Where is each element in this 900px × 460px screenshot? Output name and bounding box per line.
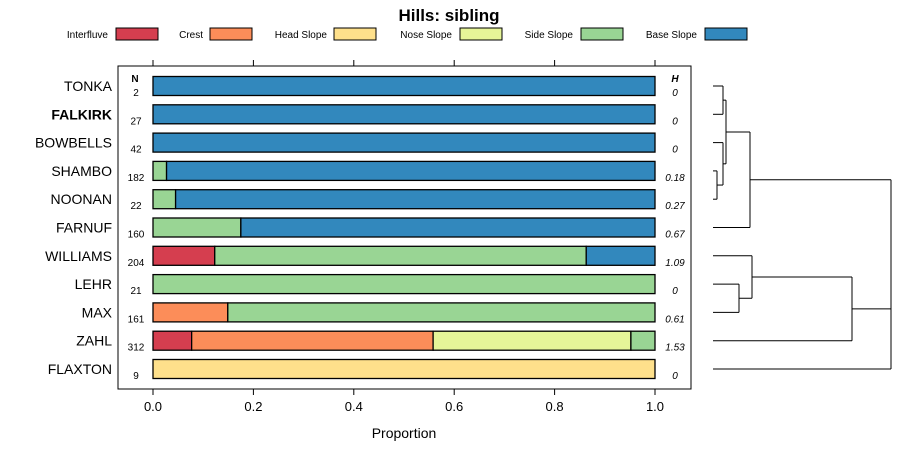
bar-segment-max-side-slope	[227, 302, 656, 323]
n-value-zahl: 312	[128, 343, 145, 354]
legend: Interfluve Crest Head Slope Nose Slope Side …	[67, 27, 748, 41]
x-tick-label-0: 0.0	[144, 399, 162, 414]
h-value-williams: 1.09	[665, 258, 685, 269]
bar-segment-lehr-side-slope	[152, 273, 656, 295]
bar-segment-farnuf-side-slope	[152, 217, 242, 238]
x-tick-label-2: 0.4	[345, 399, 363, 414]
n-value-farnuf: 160	[128, 230, 145, 241]
n-value-shambo: 182	[128, 173, 145, 184]
legend-swatch-head-slope	[333, 27, 377, 41]
bar-segment-farnuf-base-slope	[240, 217, 656, 238]
bar-segment-williams-base-slope	[585, 245, 656, 266]
legend-label-base-slope: Base Slope	[646, 30, 698, 41]
legend-label-interfluve: Interfluve	[67, 30, 109, 41]
n-value-bowbells: 42	[130, 145, 142, 156]
legend-label-crest: Crest	[179, 30, 203, 41]
x-tick-label-4: 0.8	[546, 399, 564, 414]
bar-segment-zahl-side-slope	[630, 330, 656, 351]
bar-segment-max-crest	[152, 302, 229, 323]
n-value-falkirk: 27	[130, 116, 142, 127]
n-value-max: 161	[128, 314, 145, 325]
legend-swatch-crest	[209, 27, 253, 41]
n-value-tonka: 2	[133, 88, 139, 99]
plot-frame	[117, 65, 692, 390]
x-axis-title: Proportion	[372, 425, 437, 441]
legend-swatch-base-slope	[704, 27, 748, 41]
n-value-lehr: 21	[130, 286, 142, 297]
h-value-max: 0.61	[665, 314, 684, 325]
bar-segment-falkirk-base-slope	[152, 104, 656, 125]
legend-label-side-slope: Side Slope	[525, 30, 574, 41]
axes-group: 0.0 0.2 0.4 0.6 0.8 1.0	[144, 60, 664, 414]
legend-swatch-interfluve	[115, 27, 159, 41]
category-label-max: MAX	[82, 304, 113, 320]
bar-segment-zahl-crest	[191, 330, 434, 351]
h-value-tonka: 0	[672, 88, 678, 99]
bar-segment-shambo-side-slope	[152, 160, 168, 182]
bar-segment-williams-side-slope	[214, 245, 587, 266]
bar-segment-zahl-nose-slope	[432, 330, 632, 351]
n-value-noonan: 22	[130, 201, 142, 212]
n-column-header: N	[131, 74, 138, 85]
x-tick-label-3: 0.6	[445, 399, 463, 414]
bar-segment-bowbells-base-slope	[152, 132, 656, 153]
n-value-flaxton: 9	[133, 371, 139, 382]
category-label-farnuf: FARNUF	[56, 220, 112, 236]
category-label-flaxton: FLAXTON	[48, 361, 112, 377]
h-column-header: H	[671, 74, 679, 85]
category-label-zahl: ZAHL	[76, 333, 112, 349]
category-label-noonan: NOONAN	[51, 191, 112, 207]
category-label-shambo: SHAMBO	[51, 163, 112, 179]
category-label-lehr: LEHR	[75, 276, 112, 292]
x-tick-label-5: 1.0	[646, 399, 664, 414]
bar-segment-zahl-interfluve	[152, 330, 193, 351]
chart-title: Hills: sibling	[398, 6, 499, 25]
h-value-zahl: 1.53	[665, 343, 685, 354]
legend-swatch-side-slope	[580, 27, 624, 41]
legend-label-nose-slope: Nose Slope	[400, 30, 452, 41]
h-value-farnuf: 0.67	[665, 230, 685, 241]
h-value-lehr: 0	[672, 286, 678, 297]
x-tick-label-1: 0.2	[244, 399, 262, 414]
h-value-shambo: 0.18	[665, 173, 685, 184]
bar-segment-williams-interfluve	[152, 245, 216, 266]
n-value-williams: 204	[128, 258, 145, 269]
h-value-falkirk: 0	[672, 116, 678, 127]
bar-segment-noonan-side-slope	[152, 189, 177, 210]
bar-segment-noonan-base-slope	[174, 189, 656, 210]
h-value-flaxton: 0	[672, 371, 678, 382]
h-value-bowbells: 0	[672, 145, 678, 156]
bar-segment-flaxton-head-slope	[152, 358, 656, 380]
bars-group: TONKA 2 0 FALKIRK 27 0 BOWBELLS 42 0 SHAMBO 182 0.1…	[35, 75, 685, 382]
bar-segment-shambo-base-slope	[165, 160, 656, 182]
legend-label-head-slope: Head Slope	[275, 30, 328, 41]
bar-segment-tonka-base-slope	[152, 75, 656, 97]
category-label-falkirk: FALKIRK	[51, 106, 112, 122]
category-label-williams: WILLIAMS	[45, 248, 112, 264]
legend-swatch-nose-slope	[459, 27, 503, 41]
category-label-tonka: TONKA	[64, 78, 113, 94]
category-label-bowbells: BOWBELLS	[35, 135, 112, 151]
dendrogram	[713, 85, 892, 370]
h-value-noonan: 0.27	[665, 201, 685, 212]
